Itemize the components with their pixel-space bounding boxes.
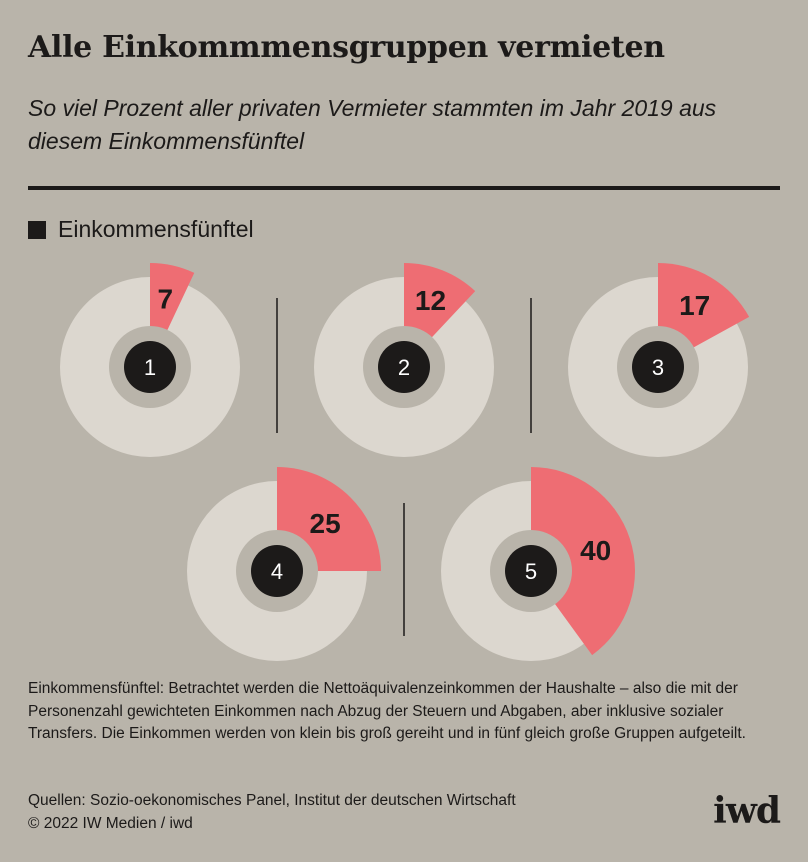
category-dot [251,545,303,597]
category-label: 4 [271,559,283,584]
data-label: 7 [157,284,173,315]
category-label: 1 [144,355,156,380]
category-dot [505,545,557,597]
chart-subtitle: So viel Prozent aller privaten Vermieter… [28,95,717,154]
iwd-logo: iwd [713,790,781,832]
sources: Quellen: Sozio-oekonomisches Panel, Inst… [28,790,648,835]
category-label: 5 [525,559,537,584]
source-line: Quellen: Sozio-oekonomisches Panel, Inst… [28,792,516,809]
category-dot [378,341,430,393]
data-label: 40 [580,535,611,566]
category-label: 2 [398,355,410,380]
data-label: 12 [415,285,446,316]
chart-title: Alle Einkommmensgruppen vermieten [28,30,665,65]
category-label: 3 [652,355,664,380]
copyright-line: © 2022 IW Medien / iwd [28,814,193,832]
data-label: 25 [310,508,341,539]
legend-swatch [28,220,46,239]
data-label: 17 [679,290,710,321]
legend-label: Einkommensfünftel [58,216,254,242]
title-divider [28,186,780,190]
footnote: Einkommensfünftel: Betrachtet werden die… [28,680,746,742]
category-dot [124,341,176,393]
category-dot [632,341,684,393]
pie-slice [531,467,635,656]
legend: Einkommensfünftel [28,216,254,243]
